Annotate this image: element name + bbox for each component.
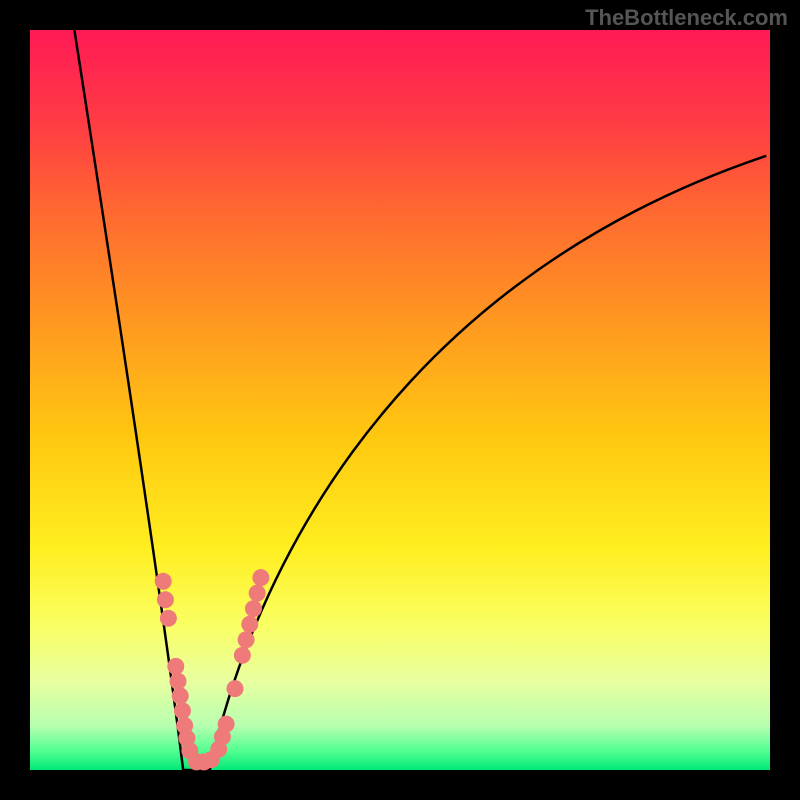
chart-svg	[30, 30, 770, 770]
data-marker	[234, 647, 251, 664]
data-marker	[249, 585, 266, 602]
data-marker	[238, 631, 255, 648]
data-marker	[174, 702, 191, 719]
data-marker	[172, 688, 189, 705]
data-marker	[241, 616, 258, 633]
watermark-text: TheBottleneck.com	[585, 5, 788, 31]
data-marker	[226, 680, 243, 697]
data-marker	[167, 658, 184, 675]
data-marker	[157, 591, 174, 608]
data-marker	[252, 569, 269, 586]
data-marker	[155, 573, 172, 590]
data-marker	[245, 600, 262, 617]
data-marker	[218, 716, 235, 733]
data-marker	[160, 610, 177, 627]
plot-area	[30, 30, 770, 770]
chart-container: TheBottleneck.com	[0, 0, 800, 800]
chart-background	[30, 30, 770, 770]
data-marker	[170, 673, 187, 690]
